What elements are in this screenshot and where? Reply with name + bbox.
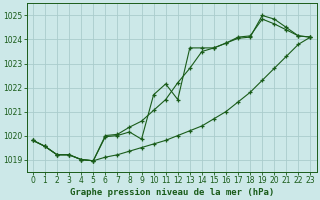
X-axis label: Graphe pression niveau de la mer (hPa): Graphe pression niveau de la mer (hPa)	[69, 188, 274, 197]
